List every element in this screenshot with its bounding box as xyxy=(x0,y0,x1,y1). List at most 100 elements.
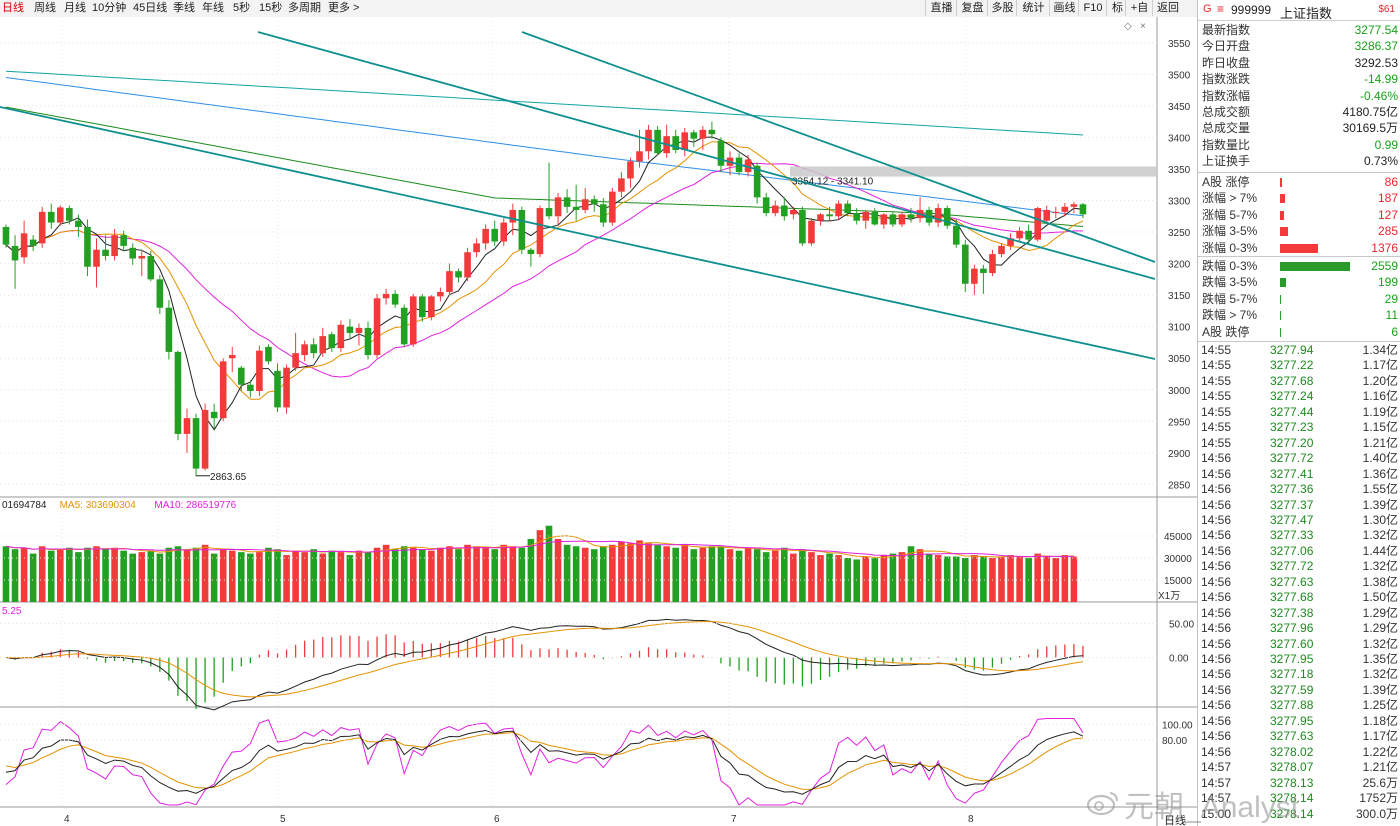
volume-bar xyxy=(726,549,734,602)
candle-body xyxy=(744,159,752,173)
breadth-row: 涨幅 3-5% 285 xyxy=(1198,223,1400,239)
candle-body xyxy=(817,214,824,221)
candle-body xyxy=(753,165,761,198)
date-tick-label: 4 xyxy=(64,814,70,825)
toolbar-button-2[interactable]: 多股 xyxy=(987,0,1017,16)
volume-bar xyxy=(962,558,969,602)
quote-value: -0.46% xyxy=(1359,88,1398,103)
candle-body xyxy=(274,370,281,408)
period-tab-3[interactable]: 10分钟 xyxy=(92,2,127,14)
tick-time: 14:56 xyxy=(1201,682,1232,697)
candle-body xyxy=(183,418,191,434)
tick-amount: 1.32亿 xyxy=(1362,528,1398,543)
breadth-row: A股 跌停 6 xyxy=(1198,324,1400,340)
price-tick-label: 3250 xyxy=(1168,228,1191,239)
period-tab-1[interactable]: 周线 xyxy=(34,2,56,14)
tick-time: 14:55 xyxy=(1201,420,1232,435)
volume-bar xyxy=(428,550,435,602)
stock-name: 上证指数 xyxy=(1280,6,1333,21)
price-tick-label: 3050 xyxy=(1168,354,1191,365)
candle-body xyxy=(500,222,508,242)
tick-amount: 1.55亿 xyxy=(1362,482,1398,497)
candle-body xyxy=(627,161,634,179)
candle-body xyxy=(138,256,146,259)
breadth-value: 6 xyxy=(1391,324,1398,339)
breadth-bar xyxy=(1280,227,1288,237)
kdj-j-line xyxy=(5,718,1084,806)
kdj-d-line xyxy=(5,732,1083,790)
tick-row: 14:56 3277.38 1.29亿 xyxy=(1198,606,1400,621)
tick-price: 3277.36 xyxy=(1270,482,1314,497)
period-tab-5[interactable]: 季线 xyxy=(173,2,195,14)
candle-body xyxy=(256,350,263,392)
candle-body xyxy=(156,279,164,308)
toolbar-button-1[interactable]: 复盘 xyxy=(956,0,988,16)
candle-body xyxy=(301,344,308,356)
volume-legend-item: MA5: 303690304 xyxy=(60,500,137,511)
period-tab-2[interactable]: 月线 xyxy=(64,2,86,14)
volume-unit: X1万 xyxy=(1158,591,1180,602)
price-tick-label: 3450 xyxy=(1168,102,1191,113)
candle-body xyxy=(20,233,28,258)
breadth-value: 29 xyxy=(1384,291,1398,306)
close-icon[interactable]: × xyxy=(1140,21,1146,32)
candle-body xyxy=(201,409,209,469)
candle-body xyxy=(38,211,46,244)
volume-bar xyxy=(75,552,82,602)
menu-icon[interactable]: ≡ xyxy=(1217,2,1225,16)
ma250-line xyxy=(5,70,1084,136)
quote-label: 总成交量 xyxy=(1202,121,1251,136)
toolbar-button-8[interactable]: 返回 xyxy=(1152,0,1183,16)
volume-bar xyxy=(1034,553,1041,602)
diamond-icon[interactable]: ◇ xyxy=(1124,21,1132,32)
volume-bar xyxy=(690,549,698,602)
period-tab-8[interactable]: 15秒 xyxy=(259,2,283,14)
quote-row: 昨日收盘 3292.53 xyxy=(1198,55,1400,71)
quote-value: 4180.75亿 xyxy=(1342,105,1398,119)
breadth-row: 涨幅 > 7% 187 xyxy=(1198,190,1400,206)
candle-body xyxy=(292,353,299,368)
toolbar-button-6[interactable]: 标记 xyxy=(1106,0,1128,30)
breadth-row: 涨幅 0-3% 1376 xyxy=(1198,240,1400,256)
candle-body xyxy=(2,226,10,245)
toolbar-button-4[interactable]: 画线 xyxy=(1049,0,1079,16)
volume-bar xyxy=(355,550,363,602)
period-tab-4[interactable]: 45日线 xyxy=(133,2,168,14)
toolbar-button-7[interactable]: +自选 xyxy=(1125,0,1153,30)
tick-amount: 1.22亿 xyxy=(1362,744,1398,759)
period-tab-0[interactable]: 日线 xyxy=(2,2,24,14)
tick-amount: 1.21亿 xyxy=(1362,760,1398,775)
period-tab-9[interactable]: 多周期 xyxy=(288,2,321,14)
toolbar-button-0[interactable]: 直播 xyxy=(925,0,957,16)
quote-label: 上证换手 xyxy=(1202,154,1251,169)
quote-label: 指数涨跌 xyxy=(1202,72,1251,87)
candle-body xyxy=(962,244,969,284)
quote-label: 最新指数 xyxy=(1202,23,1251,37)
chart-area[interactable]: 3550 3500 3450 3400 3350 3300 3250 3200 3150 3100… xyxy=(0,17,1197,826)
volume-bar xyxy=(672,547,679,602)
ma60-line xyxy=(5,106,1084,227)
candle-body xyxy=(609,191,616,223)
volume-bar xyxy=(880,555,888,602)
trend-channel-line[interactable] xyxy=(0,106,1156,360)
period-tab-6[interactable]: 年线 xyxy=(202,2,224,14)
tick-amount: 1.44亿 xyxy=(1362,543,1398,558)
tick-price: 3277.22 xyxy=(1270,358,1314,373)
volume-bar xyxy=(400,546,408,602)
tick-price: 3277.24 xyxy=(1270,389,1314,404)
period-tab-10[interactable]: 更多 > xyxy=(328,2,360,14)
trend-channel-line[interactable] xyxy=(521,31,1156,263)
volume-bar xyxy=(618,541,625,602)
candle-body xyxy=(554,197,562,217)
toolbar-button-5[interactable]: F10 xyxy=(1078,0,1107,16)
period-tab-7[interactable]: 5秒 xyxy=(233,2,251,14)
price-tick-label: 2950 xyxy=(1168,417,1191,428)
candle-body xyxy=(781,205,788,217)
tick-row: 14:56 3277.36 1.55亿 xyxy=(1198,482,1400,497)
volume-bar xyxy=(708,546,716,602)
tick-amount: 1.29亿 xyxy=(1362,605,1398,620)
toolbar-button-3[interactable]: 统计 xyxy=(1016,0,1050,16)
trend-channel-line[interactable] xyxy=(257,31,1156,280)
quote-row: 总成交量 30169.5万 xyxy=(1198,120,1400,136)
tick-amount: 1.32亿 xyxy=(1362,636,1398,651)
